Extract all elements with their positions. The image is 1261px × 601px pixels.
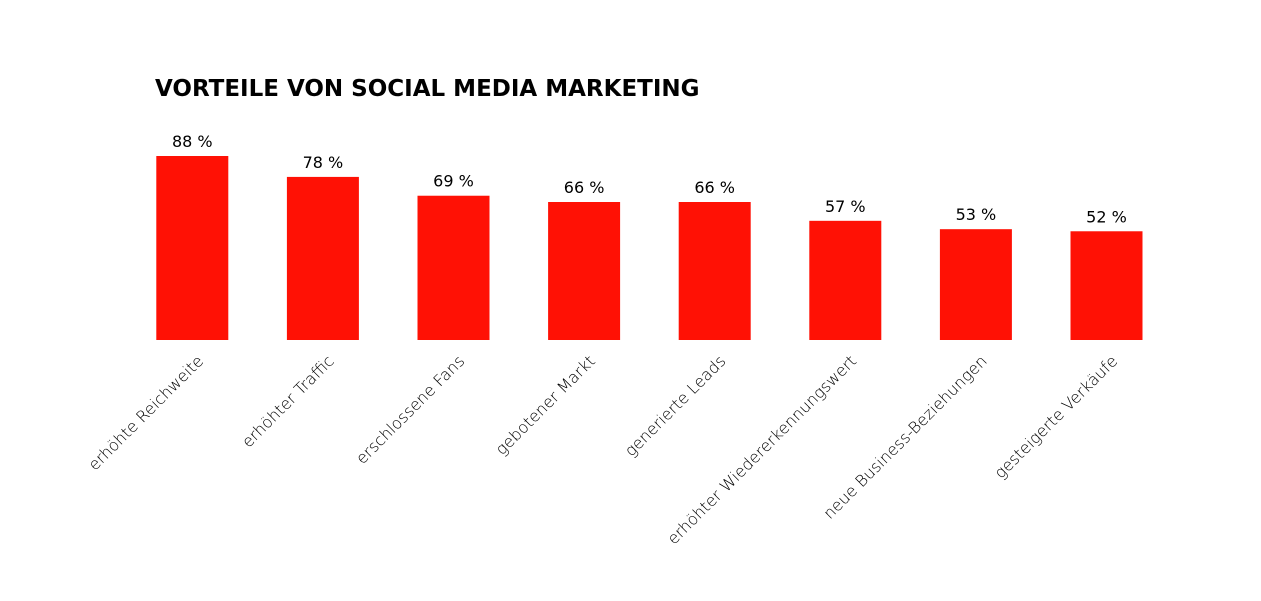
- bar: [417, 195, 490, 340]
- value-label: 52 %: [1086, 207, 1127, 226]
- value-label: 66 %: [694, 178, 735, 197]
- bar: [286, 176, 359, 340]
- bar: [678, 202, 751, 340]
- bar: [1070, 231, 1143, 340]
- bar: [548, 202, 621, 340]
- value-label: 69 %: [433, 172, 474, 191]
- value-label: 88 %: [172, 132, 213, 151]
- bar: [156, 156, 229, 340]
- value-label: 78 %: [303, 153, 344, 172]
- bar: [939, 229, 1012, 340]
- value-label: 53 %: [956, 205, 997, 224]
- value-label: 57 %: [825, 197, 866, 216]
- value-label: 66 %: [564, 178, 605, 197]
- bar: [809, 220, 882, 340]
- chart-title: VORTEILE VON SOCIAL MEDIA MARKETING: [155, 76, 700, 102]
